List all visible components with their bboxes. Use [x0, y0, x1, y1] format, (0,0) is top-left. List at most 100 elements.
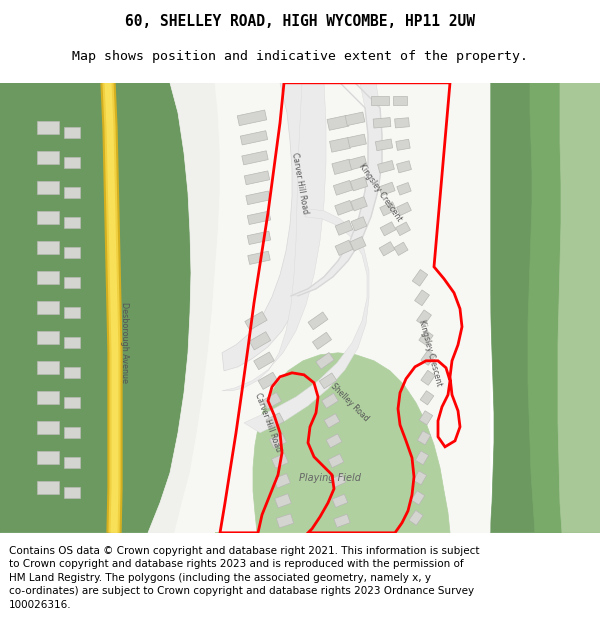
Polygon shape — [175, 82, 490, 532]
Bar — [244, 171, 269, 185]
Text: Carver Hill Road: Carver Hill Road — [253, 392, 283, 454]
Bar — [274, 474, 290, 488]
Text: 60, SHELLEY ROAD, HIGH WYCOMBE, HP11 2UW: 60, SHELLEY ROAD, HIGH WYCOMBE, HP11 2UW — [125, 14, 475, 29]
Bar — [319, 373, 337, 389]
Bar — [371, 96, 389, 105]
Bar — [345, 112, 365, 126]
Bar — [347, 134, 367, 148]
Text: Kingsley Crescent: Kingsley Crescent — [417, 319, 443, 387]
Bar — [64, 278, 80, 288]
Bar — [37, 241, 59, 254]
Bar — [37, 481, 59, 494]
Bar — [322, 393, 338, 408]
Bar — [329, 138, 350, 152]
Bar — [37, 391, 59, 404]
Polygon shape — [222, 82, 326, 391]
Bar — [316, 352, 334, 369]
Bar — [394, 242, 408, 256]
Bar — [415, 290, 430, 306]
Bar — [247, 211, 271, 224]
Bar — [64, 188, 80, 198]
Polygon shape — [291, 82, 382, 296]
Bar — [37, 151, 59, 164]
Bar — [396, 139, 410, 151]
Bar — [421, 351, 435, 365]
Bar — [418, 431, 431, 445]
Bar — [350, 237, 366, 251]
Bar — [379, 242, 395, 256]
Bar — [395, 118, 409, 128]
Polygon shape — [222, 82, 324, 371]
Bar — [64, 308, 80, 318]
Polygon shape — [0, 82, 191, 532]
Bar — [37, 301, 59, 314]
Text: Shelley Road: Shelley Road — [329, 382, 371, 424]
Bar — [395, 222, 410, 236]
Bar — [266, 413, 284, 429]
Bar — [275, 494, 291, 508]
Bar — [334, 514, 350, 528]
Polygon shape — [558, 82, 600, 532]
Bar — [350, 177, 368, 191]
Bar — [334, 181, 353, 195]
Bar — [64, 488, 80, 498]
Polygon shape — [215, 352, 450, 532]
Polygon shape — [490, 82, 600, 532]
Bar — [327, 116, 349, 130]
Bar — [269, 433, 286, 448]
Bar — [349, 156, 367, 170]
Bar — [272, 453, 289, 468]
Bar — [64, 398, 80, 408]
Bar — [37, 331, 59, 344]
Bar — [326, 434, 342, 448]
Bar — [246, 191, 270, 204]
Bar — [377, 161, 394, 173]
Bar — [64, 217, 80, 228]
Bar — [393, 96, 407, 105]
Bar — [247, 231, 271, 244]
Bar — [351, 217, 367, 231]
Bar — [242, 151, 268, 165]
Bar — [64, 158, 80, 168]
Polygon shape — [528, 82, 600, 532]
Bar — [245, 311, 267, 330]
Bar — [379, 182, 395, 196]
Bar — [416, 310, 431, 326]
Bar — [64, 368, 80, 378]
Bar — [335, 221, 353, 235]
Bar — [335, 201, 353, 215]
Bar — [277, 514, 293, 528]
Bar — [412, 269, 428, 286]
Polygon shape — [244, 209, 369, 432]
Bar — [324, 414, 340, 428]
Bar — [64, 338, 80, 348]
Text: Map shows position and indicative extent of the property.: Map shows position and indicative extent… — [72, 49, 528, 62]
Polygon shape — [148, 82, 220, 532]
Bar — [409, 511, 423, 525]
Bar — [397, 202, 412, 216]
Text: Playing Field: Playing Field — [299, 472, 361, 482]
Bar — [258, 372, 278, 389]
Bar — [332, 159, 352, 174]
Text: Desborough Avenue: Desborough Avenue — [121, 302, 130, 383]
Bar — [332, 494, 348, 508]
Bar — [413, 471, 427, 485]
Bar — [380, 222, 396, 236]
Bar — [37, 271, 59, 284]
Bar — [37, 421, 59, 434]
Bar — [397, 182, 411, 195]
Bar — [263, 392, 281, 409]
Bar — [37, 361, 59, 374]
Bar — [335, 240, 353, 256]
Bar — [380, 202, 396, 216]
Bar — [37, 181, 59, 194]
Bar — [64, 458, 80, 468]
Bar — [420, 391, 434, 405]
Bar — [249, 332, 271, 350]
Bar — [411, 491, 425, 505]
Text: Kingsley Crescent: Kingsley Crescent — [356, 162, 403, 224]
Text: Contains OS data © Crown copyright and database right 2021. This information is : Contains OS data © Crown copyright and d… — [9, 546, 479, 610]
Bar — [313, 332, 332, 349]
Bar — [419, 331, 433, 345]
Bar — [64, 248, 80, 258]
